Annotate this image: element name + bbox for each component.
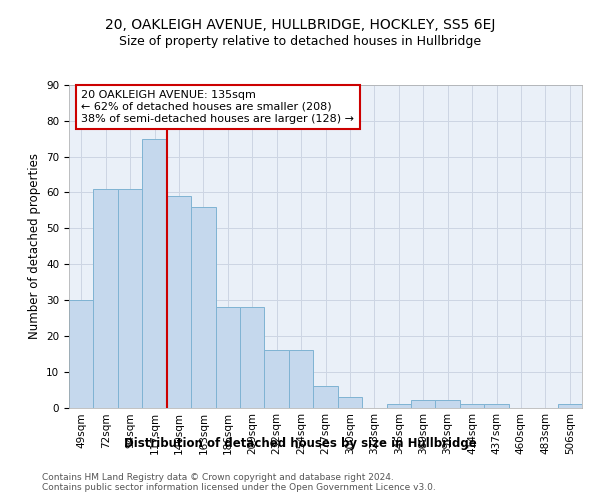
Bar (289, 350, 313, 408)
Bar (338, 397, 362, 407)
Text: Distribution of detached houses by size in Hullbridge: Distribution of detached houses by size … (124, 438, 476, 450)
Bar (142, 138, 167, 407)
Y-axis label: Number of detached properties: Number of detached properties (28, 153, 41, 339)
Text: Contains HM Land Registry data © Crown copyright and database right 2024.
Contai: Contains HM Land Registry data © Crown c… (42, 472, 436, 492)
Bar (240, 307, 265, 408)
Bar (484, 404, 509, 407)
Bar (191, 207, 215, 408)
Bar (411, 400, 436, 407)
Bar (557, 404, 582, 407)
Bar (386, 404, 411, 407)
Bar (167, 196, 191, 408)
Bar (313, 386, 338, 407)
Bar (460, 404, 484, 407)
Bar (69, 300, 94, 408)
Bar (215, 307, 240, 408)
Bar (436, 400, 460, 407)
Text: Size of property relative to detached houses in Hullbridge: Size of property relative to detached ho… (119, 35, 481, 48)
Bar (94, 189, 118, 408)
Bar (118, 189, 142, 408)
Text: 20 OAKLEIGH AVENUE: 135sqm
← 62% of detached houses are smaller (208)
38% of sem: 20 OAKLEIGH AVENUE: 135sqm ← 62% of deta… (82, 90, 355, 124)
Bar (265, 350, 289, 408)
Text: 20, OAKLEIGH AVENUE, HULLBRIDGE, HOCKLEY, SS5 6EJ: 20, OAKLEIGH AVENUE, HULLBRIDGE, HOCKLEY… (105, 18, 495, 32)
